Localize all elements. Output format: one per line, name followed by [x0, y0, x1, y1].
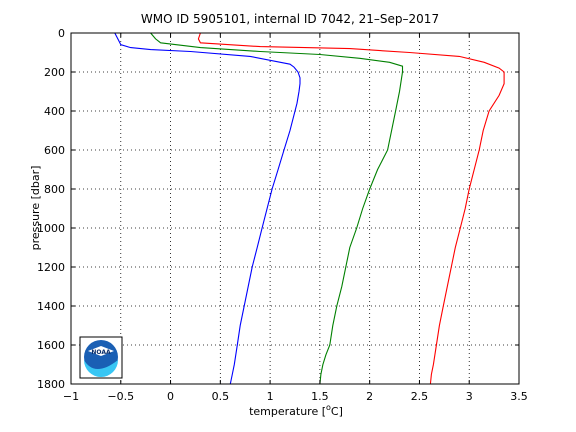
x-tick-label: 2 — [366, 390, 373, 403]
y-tick-labels: 0 200 400 600 800 1000 1200 1400 1600 1800 — [37, 27, 65, 391]
noaa-logo-text: NOAA — [91, 349, 111, 356]
y-tick-label: 1800 — [37, 378, 65, 391]
x-tick-label: −0.5 — [107, 390, 134, 403]
y-tick-label: 400 — [44, 105, 65, 118]
x-tick-label: 0.5 — [212, 390, 230, 403]
x-tick-label: 3.5 — [510, 390, 528, 403]
y-tick-label: 600 — [44, 144, 65, 157]
x-tick-label: 0 — [167, 390, 174, 403]
x-tick-label: 1.5 — [311, 390, 329, 403]
noaa-logo-wave — [84, 360, 118, 377]
x-axis-title-degree: o — [326, 403, 331, 412]
noaa-logo-disc — [84, 340, 118, 374]
y-axis-title: pressure [dbar] — [29, 166, 42, 251]
noaa-logo-bird-icon — [88, 346, 114, 356]
y-tick-label: 1600 — [37, 339, 65, 352]
y-tick-label: 0 — [58, 27, 65, 40]
series-line-2 — [197, 32, 505, 385]
x-tick-label: 3 — [466, 390, 473, 403]
y-tick-label: 200 — [44, 66, 65, 79]
x-axis-title-unit: C] — [331, 405, 343, 418]
x-tick-label: 1 — [267, 390, 274, 403]
x-tick-label: 2.5 — [411, 390, 429, 403]
series-group — [114, 32, 505, 385]
x-axis-title-main: temperature [ — [249, 405, 326, 418]
y-tick-label: 1000 — [37, 222, 65, 235]
chart-title: WMO ID 5905101, internal ID 7042, 21–Sep… — [141, 12, 439, 26]
noaa-logo: NOAA — [79, 336, 123, 379]
ticks — [70, 32, 520, 385]
y-tick-label: 1400 — [37, 300, 65, 313]
y-tick-label: 800 — [44, 183, 65, 196]
series-line-0 — [114, 32, 301, 385]
plot-frame — [70, 32, 520, 385]
y-tick-label: 1200 — [37, 261, 65, 274]
series-line-1 — [150, 32, 404, 385]
x-tick-labels: −1 −0.5 0 0.5 1 1.5 2 2.5 3 3.5 — [63, 390, 528, 403]
x-axis-title: temperature [oC] — [249, 403, 343, 418]
x-tick-label: −1 — [63, 390, 79, 403]
